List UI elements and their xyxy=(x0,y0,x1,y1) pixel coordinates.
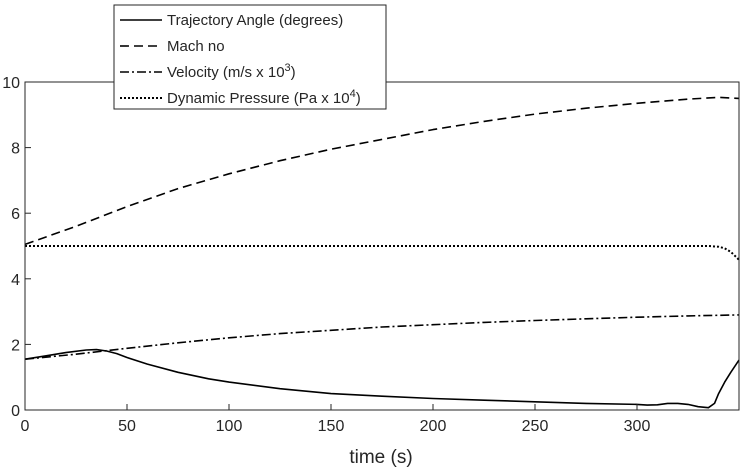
legend-label-end: ) xyxy=(356,90,361,107)
legend-label-text: Dynamic Pressure (Pa x 10 xyxy=(167,90,350,107)
x-tick-label: 100 xyxy=(216,418,243,435)
legend-label-text: Mach no xyxy=(167,38,225,55)
y-axis: 0 2 4 6 8 10 xyxy=(2,75,31,420)
legend-label-superscript: 3 xyxy=(285,62,291,74)
x-tick-label: 300 xyxy=(624,418,651,435)
x-tick-label: 150 xyxy=(318,418,345,435)
legend-label-1: Mach no xyxy=(167,38,225,55)
series-line-0 xyxy=(24,348,740,409)
y-tick-label: 8 xyxy=(11,141,20,158)
x-axis-title: time (s) xyxy=(349,447,412,468)
x-tick-label: 250 xyxy=(522,418,549,435)
legend-label-2: Velocity (m/s x 103) xyxy=(167,62,296,81)
legend-label-end: ) xyxy=(291,64,296,81)
x-axis: 0 50 100 150 200 250 300 xyxy=(21,404,651,435)
legend-label-superscript: 4 xyxy=(350,88,356,100)
y-tick-label: 10 xyxy=(2,75,20,92)
series-line-2 xyxy=(24,314,740,360)
legend-label-text: Velocity (m/s x 10 xyxy=(167,64,285,81)
legend: Trajectory Angle (degrees) Mach no Velocit… xyxy=(113,4,387,110)
x-tick-label: 0 xyxy=(21,418,30,435)
x-tick-label: 200 xyxy=(420,418,447,435)
y-tick-label: 2 xyxy=(11,337,20,354)
legend-label-0: Trajectory Angle (degrees) xyxy=(167,12,343,29)
plot-lines xyxy=(24,96,740,409)
legend-label-3: Dynamic Pressure (Pa x 104) xyxy=(167,88,361,107)
series-line-3 xyxy=(25,245,740,261)
series-line-1 xyxy=(24,96,740,246)
x-tick-label: 50 xyxy=(118,418,136,435)
legend-box xyxy=(113,4,387,110)
legend-label-text: Trajectory Angle (degrees) xyxy=(167,12,343,29)
y-tick-label: 0 xyxy=(11,403,20,420)
y-tick-label: 4 xyxy=(11,272,20,289)
y-tick-label: 6 xyxy=(11,206,20,223)
